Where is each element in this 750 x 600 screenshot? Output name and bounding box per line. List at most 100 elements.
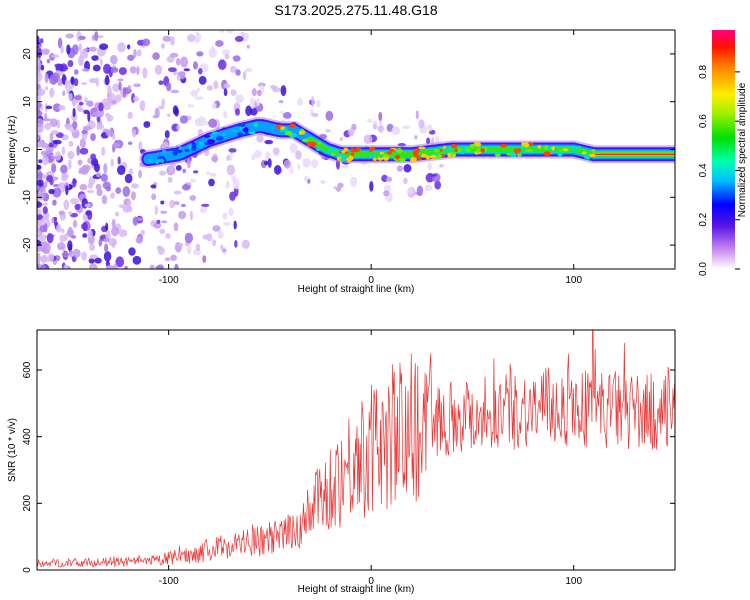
spec-ridge-blob: [443, 148, 447, 152]
spec-noise-blob: [439, 163, 444, 168]
spec-noise-blob: [104, 74, 110, 86]
spec-noise-blob: [70, 235, 77, 239]
spec-noise-blob: [98, 124, 105, 130]
colorbar-tick-label-2: 0.4: [698, 163, 709, 177]
spec-noise-blob: [81, 68, 89, 72]
spec-noise-blob: [221, 248, 227, 253]
spec-noise-blob: [49, 74, 58, 85]
spec-noise-blob: [105, 129, 114, 137]
spec-ridge-blob: [543, 145, 549, 150]
spec-ridge-blob: [240, 123, 246, 128]
spec-noise-blob: [72, 219, 78, 228]
spec-noise-blob: [194, 96, 204, 100]
spec-noise-blob: [297, 98, 304, 106]
spec-noise-blob: [78, 170, 86, 175]
spec-noise-blob: [61, 252, 70, 256]
spec-noise-blob: [280, 110, 285, 115]
spec-noise-blob: [60, 45, 64, 54]
spec-noise-blob: [142, 67, 148, 79]
spec-noise-blob: [52, 139, 62, 145]
spec-noise-blob: [96, 188, 103, 197]
spec-noise-blob: [256, 97, 260, 107]
spec-noise-blob: [311, 113, 319, 118]
spec-noise-blob: [183, 68, 191, 72]
spec-noise-blob: [128, 269, 131, 278]
spec-noise-blob: [418, 119, 425, 129]
spec-noise-blob: [235, 69, 241, 76]
spec-noise-blob: [122, 270, 130, 279]
spec-noise-blob: [78, 35, 86, 41]
spec-noise-blob: [168, 67, 177, 73]
spec-noise-blob: [82, 222, 88, 232]
spec-noise-blob: [44, 86, 49, 91]
spec-noise-blob: [264, 160, 269, 166]
spec-noise-blob: [378, 111, 383, 122]
spec-noise-blob: [64, 123, 73, 131]
spec-ridge-blob: [465, 148, 471, 152]
spec-noise-blob: [67, 59, 74, 68]
spec-noise-blob: [233, 220, 237, 230]
spec-ridge-blob: [215, 135, 224, 141]
spec-noise-blob: [102, 102, 112, 111]
spec-noise-blob: [272, 87, 281, 93]
spec-noise-blob: [133, 83, 141, 88]
spec-noise-blob: [136, 49, 142, 57]
spec-noise-blob: [234, 35, 244, 43]
spec-noise-blob: [197, 116, 206, 127]
spec-noise-blob: [79, 147, 89, 155]
spec-noise-blob: [278, 99, 284, 104]
spec-ridge-blob: [591, 148, 596, 153]
spectrogram-x-label: Height of straight line (km): [298, 284, 415, 295]
spec-noise-blob: [304, 175, 309, 182]
spec-ridge-blob: [578, 145, 582, 149]
spec-ridge-blob: [230, 129, 239, 133]
spec-ridge-blob: [190, 146, 197, 152]
spec-noise-blob: [385, 176, 393, 182]
spec-ridge-blob: [373, 157, 377, 161]
spec-noise-blob: [54, 63, 63, 68]
spec-noise-blob: [81, 251, 87, 261]
spec-noise-blob: [112, 142, 120, 148]
spec-noise-blob: [289, 143, 298, 154]
spec-noise-blob: [154, 205, 158, 216]
spec-noise-blob: [213, 80, 219, 90]
spec-noise-blob: [159, 170, 167, 176]
spec-ridge-blob: [537, 145, 542, 149]
spec-ridge-blob: [369, 153, 376, 159]
spec-ridge-blob: [172, 151, 178, 156]
spec-noise-blob: [246, 44, 250, 49]
spec-noise-blob: [112, 263, 118, 269]
spec-noise-blob: [115, 256, 125, 268]
spec-ridge-blob: [187, 144, 192, 150]
spec-noise-blob: [39, 264, 47, 269]
spec-noise-blob: [105, 112, 110, 118]
spec-noise-blob: [79, 183, 88, 191]
spec-noise-blob: [166, 82, 172, 92]
spec-noise-blob: [372, 120, 378, 130]
spec-ridge-blob: [499, 144, 508, 148]
spec-noise-blob: [69, 249, 73, 258]
spec-noise-blob: [245, 105, 252, 117]
spec-noise-blob: [95, 77, 99, 87]
spec-noise-blob: [70, 197, 79, 205]
spec-noise-blob: [44, 73, 49, 83]
spec-noise-blob: [253, 150, 262, 158]
spec-noise-blob: [84, 97, 88, 103]
spec-noise-blob: [426, 137, 431, 145]
spec-noise-blob: [111, 226, 119, 237]
spec-ridge-blob: [284, 126, 288, 133]
spec-noise-blob: [128, 168, 133, 176]
spec-noise-blob: [211, 239, 217, 247]
spec-noise-blob: [62, 90, 66, 97]
spec-noise-blob: [55, 70, 61, 74]
spec-noise-blob: [152, 114, 159, 119]
spec-noise-blob: [46, 233, 54, 244]
spec-noise-blob: [150, 184, 157, 189]
spec-noise-blob: [117, 78, 124, 82]
spec-noise-blob: [391, 126, 401, 136]
spec-noise-blob: [223, 88, 228, 97]
spec-noise-blob: [220, 30, 225, 34]
spec-noise-blob: [101, 146, 106, 156]
spec-noise-blob: [123, 271, 131, 279]
spec-noise-blob: [249, 97, 256, 105]
